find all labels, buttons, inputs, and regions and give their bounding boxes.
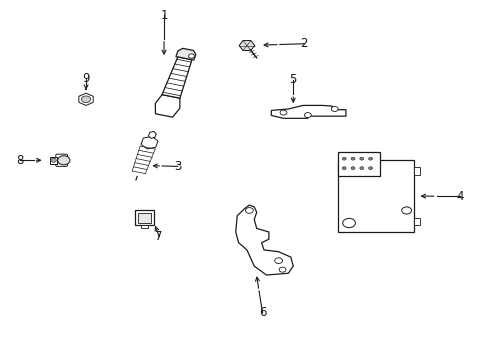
Circle shape — [401, 207, 411, 214]
Text: 6: 6 — [258, 306, 266, 319]
Bar — [50, 157, 57, 164]
Text: 5: 5 — [289, 73, 296, 86]
Circle shape — [279, 267, 285, 272]
Circle shape — [350, 167, 354, 170]
Circle shape — [359, 157, 363, 160]
Polygon shape — [235, 205, 293, 275]
Circle shape — [58, 156, 70, 165]
Circle shape — [342, 157, 346, 160]
Circle shape — [342, 167, 346, 170]
Circle shape — [304, 113, 311, 118]
Polygon shape — [271, 105, 345, 118]
Bar — [138, 213, 151, 223]
Circle shape — [359, 167, 363, 170]
Text: 3: 3 — [174, 160, 181, 173]
Circle shape — [342, 219, 355, 228]
Text: 4: 4 — [455, 190, 463, 203]
Circle shape — [330, 107, 337, 112]
Circle shape — [368, 157, 372, 160]
Circle shape — [368, 167, 372, 170]
Polygon shape — [141, 136, 158, 149]
Bar — [338, 152, 379, 176]
FancyBboxPatch shape — [56, 154, 67, 166]
Circle shape — [274, 258, 282, 264]
Circle shape — [350, 157, 354, 160]
Text: 1: 1 — [160, 9, 167, 22]
Polygon shape — [176, 48, 195, 60]
Circle shape — [245, 208, 253, 213]
Text: 2: 2 — [300, 37, 307, 50]
Bar — [141, 225, 148, 228]
Circle shape — [280, 110, 286, 115]
Polygon shape — [155, 95, 180, 117]
Polygon shape — [239, 41, 254, 50]
Polygon shape — [148, 131, 156, 138]
Bar — [413, 167, 419, 175]
Text: 9: 9 — [82, 72, 90, 85]
Bar — [135, 211, 154, 225]
Circle shape — [51, 158, 56, 162]
Polygon shape — [162, 57, 192, 98]
Circle shape — [81, 96, 90, 103]
Bar — [338, 160, 413, 232]
Circle shape — [188, 54, 194, 58]
Text: 7: 7 — [155, 230, 163, 243]
Polygon shape — [79, 93, 93, 105]
Bar — [413, 218, 419, 225]
Text: 8: 8 — [17, 154, 24, 167]
